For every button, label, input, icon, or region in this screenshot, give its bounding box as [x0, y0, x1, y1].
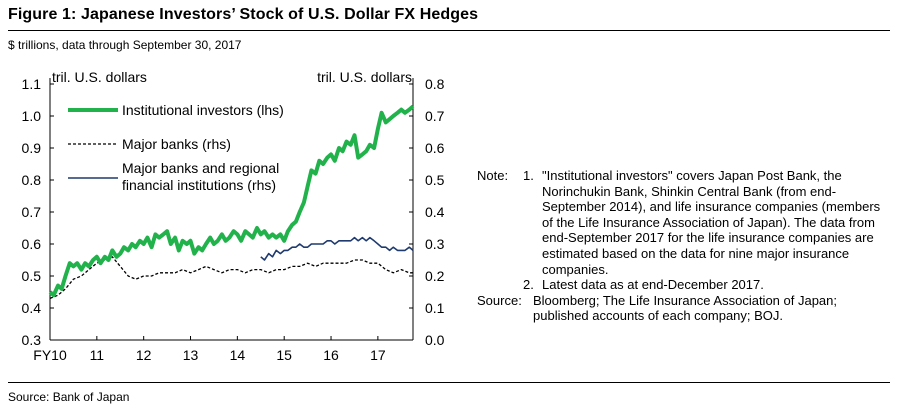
right-tick-label: 0.2	[425, 268, 445, 284]
series-major-and-regional	[260, 236, 414, 261]
series-major-banks	[49, 256, 413, 300]
left-tick-label: 0.7	[22, 204, 42, 220]
legend-label-institutional: Institutional investors (lhs)	[122, 102, 284, 118]
note-text: "Institutional investors" covers Japan P…	[542, 168, 881, 277]
right-tick-label: 0.5	[425, 172, 445, 188]
line-chart: 0.3 0.4 0.5 0.6 0.7 0.8 0.9 1.0 1.1 0.0 0.1 0.2 0.3 0…	[22, 69, 445, 363]
note-source-text: Bloomberg; The Life Insurance Associatio…	[533, 292, 838, 324]
left-tick-label: 0.6	[22, 236, 42, 252]
note-item-2: 2. Latest data as at end-December 2017.	[477, 277, 892, 293]
left-tick-label: 1.0	[22, 108, 42, 124]
note-number: 1.	[523, 168, 534, 183]
x-tick-label: 16	[323, 347, 339, 363]
x-tick-label: 15	[276, 347, 292, 363]
legend-label-major-banks: Major banks (rhs)	[122, 136, 231, 152]
figure-title: Figure 1: Japanese Investors’ Stock of U…	[8, 6, 479, 23]
x-tick-label: 17	[370, 347, 386, 363]
note-spacer	[477, 277, 523, 293]
note-item-1: Note: 1. "Institutional investors" cover…	[477, 168, 892, 277]
left-axis-label: tril. U.S. dollars	[52, 69, 147, 85]
title-divider	[8, 30, 890, 31]
left-tick-label: 0.8	[22, 172, 42, 188]
right-tick-label: 0.7	[425, 108, 445, 124]
figure-subtitle: $ trillions, data through September 30, …	[8, 38, 242, 52]
note-text: Latest data as at end-December 2017.	[542, 277, 764, 293]
right-tick-label: 0.3	[425, 236, 445, 252]
x-tick-label: 11	[90, 347, 105, 363]
right-tick-label: 0.6	[425, 140, 445, 156]
left-tick-label: 0.3	[22, 332, 42, 348]
left-tick-label: 0.9	[22, 140, 42, 156]
figure-source: Source: Bank of Japan	[8, 390, 130, 404]
left-tick-label: 0.4	[22, 300, 42, 316]
right-axis-label: tril. U.S. dollars	[317, 69, 412, 85]
right-tick-label: 0.8	[425, 76, 445, 92]
series-institutional-investors	[48, 104, 415, 298]
legend-label-regional-line2: financial institutions (rhs)	[122, 177, 276, 193]
right-tick-label: 0.4	[425, 204, 445, 220]
x-tick-label: 13	[183, 347, 199, 363]
note-source: Source: Bloomberg; The Life Insurance As…	[477, 293, 892, 324]
left-tick-label: 1.1	[22, 76, 42, 92]
x-tick-label: 14	[230, 347, 246, 363]
right-tick-label: 0.0	[425, 332, 445, 348]
left-tick-label: 0.5	[22, 268, 42, 284]
note-number: 2.	[523, 277, 534, 293]
x-tick-label: FY10	[33, 347, 67, 363]
footer-divider	[8, 382, 890, 383]
legend-label-regional-line1: Major banks and regional	[122, 160, 279, 176]
x-tick-label: 12	[136, 347, 152, 363]
note-label: Note:	[477, 168, 509, 183]
notes-panel: Note: 1. "Institutional investors" cover…	[477, 168, 892, 324]
note-source-label: Source:	[477, 292, 522, 308]
right-tick-label: 0.1	[425, 300, 445, 316]
